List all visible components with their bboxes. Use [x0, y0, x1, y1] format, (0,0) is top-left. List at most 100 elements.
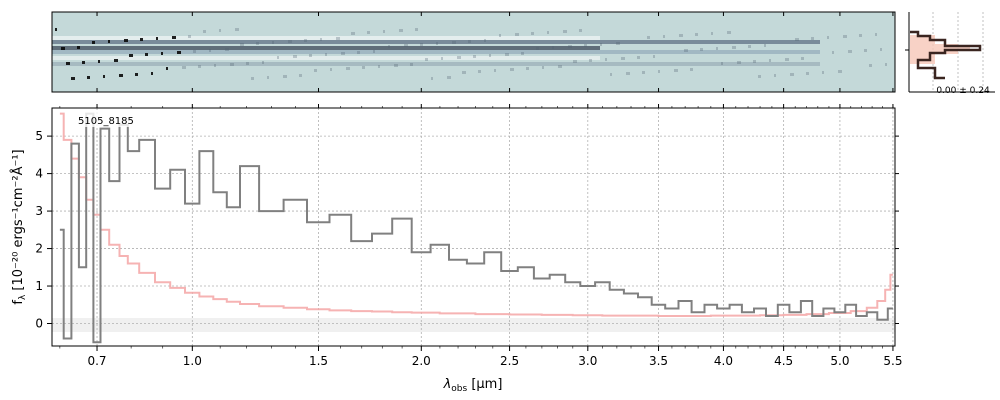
spectrum-2d-pixel: [103, 75, 105, 78]
spectrum-2d-band: [52, 36, 600, 40]
spectrum-2d-pixel: [193, 50, 196, 53]
spectrum-2d-pixel: [806, 72, 809, 75]
spectrum-2d-pixel: [251, 77, 254, 80]
x-tick-label: 2.5: [500, 354, 519, 368]
spectrum-2d-pixel: [214, 64, 216, 67]
spectrum-2d-pixel: [785, 58, 789, 61]
zero-band: [52, 318, 895, 332]
spectrum-2d-pixel: [267, 76, 269, 79]
x-tick-label: 1.5: [309, 354, 328, 368]
series-error-line: [59, 112, 893, 317]
spectrum-2d-pixel: [769, 59, 771, 62]
x-tick-label: 4.0: [714, 354, 733, 368]
spectrum-2d-pixel: [108, 40, 110, 43]
x-axis-label-main: λ: [443, 377, 452, 392]
spectrum-2d-pixel: [145, 53, 148, 56]
x-tick-label: 3.0: [578, 354, 597, 368]
x-tick-label: 2.0: [412, 354, 431, 368]
spectrum-2d-pixel: [447, 76, 451, 79]
spectrum-2d-pixel: [473, 55, 476, 58]
spectrum-2d-pixel: [674, 69, 678, 72]
spectrum-2d-band: [52, 40, 820, 44]
spectrum-2d-pixel: [621, 57, 625, 60]
y-axis-label-main: f: [11, 300, 26, 305]
spectrum-2d-pixel: [732, 46, 736, 49]
y-axis-label: fλ [10⁻²⁰ ergs⁻¹cm⁻²Å⁻¹]: [10, 149, 28, 304]
spectrum-2d-pixel: [753, 60, 756, 63]
spectrum-2d-pixel: [880, 48, 882, 51]
spectrum-2d-pixel: [166, 67, 168, 70]
spectrum-2d-pixel: [240, 43, 244, 46]
spectrum-2d-pixel: [610, 73, 612, 76]
spectrum-2d-background: [52, 12, 895, 92]
spectrum-2d-pixel: [764, 44, 766, 47]
spectrum-2d-pixel: [658, 70, 660, 73]
spectrum-2d-pixel: [721, 62, 723, 65]
grid-lines: [52, 108, 895, 346]
spectrum-2d-pixel: [346, 67, 350, 70]
spectrum-2d-pixel: [415, 28, 418, 31]
spectrum-2d-pixel: [388, 45, 390, 48]
spectrum-2d-pixel: [277, 56, 279, 59]
spectrum-2d-pixel: [177, 51, 181, 54]
spectrum-2d-pixel: [230, 63, 234, 66]
spectrum-2d-pixel: [156, 37, 158, 40]
histogram-fill: [910, 35, 970, 64]
spectrum-2d-pixel: [700, 48, 703, 51]
spectrum-2d-pixel: [478, 70, 481, 73]
spectrum-2d-pixel: [182, 66, 186, 69]
spectrum-2d-pixel: [92, 41, 95, 44]
spectrum-2d-pixel: [885, 63, 887, 66]
spectrum-2d-pixel: [679, 34, 683, 37]
spectrum-2d-pixel: [832, 51, 834, 54]
spectrum-2d-panel: [51, 11, 896, 93]
spectrum-2d-pixel: [425, 58, 428, 61]
spectrum-2d-pixel: [600, 43, 602, 46]
spectrum-2d-pixel: [547, 31, 549, 34]
x-axis: 0.7 1.0 1.5 2.0 2.5 3.0 3.5 4.0 4.5 5.0 5.5: [59, 104, 902, 368]
spectrum-2d-pixel: [737, 61, 741, 64]
spectrum-2d-pixel: [61, 47, 65, 50]
spectrum-2d-pixel: [362, 66, 365, 69]
spectrum-2d-pixel: [573, 60, 577, 63]
x-axis-label-sub: obs: [451, 384, 467, 394]
spectrum-2d-pixel: [552, 46, 554, 49]
spectrum-2d-pixel: [542, 66, 544, 69]
spectrum-2d-pixel: [795, 38, 799, 41]
spectrum-2d-pixel: [288, 40, 292, 43]
object-label: 5105_8185: [78, 116, 134, 127]
y-axis-label-sub: λ: [18, 294, 28, 300]
spectrum-2d-pixel: [320, 38, 322, 41]
spectrum-2d-pixel: [684, 49, 688, 52]
spectrum-2d-pixel: [584, 44, 587, 47]
x-tick-label: 0.7: [87, 354, 106, 368]
spectrum-2d-pixel: [642, 71, 645, 74]
spectrum-2d-pixel: [209, 49, 211, 52]
x-tick-label: 3.5: [649, 354, 668, 368]
spectrum-2d-pixel: [351, 32, 355, 35]
spectrum-2d-pixel: [468, 40, 471, 43]
spectrum-2d-pixel: [436, 42, 438, 45]
spectrum-2d-pixel: [151, 72, 153, 75]
spectrum-2d-pixel: [505, 53, 509, 56]
spectrum-2d-pixel: [420, 43, 423, 46]
spectrum-2d-pixel: [711, 32, 713, 35]
spectrum-2d-pixel: [558, 65, 562, 68]
y-tick-label: 2: [35, 242, 43, 256]
spectrum-2d-pixel: [563, 30, 567, 33]
spectrum-2d-pixel: [695, 33, 698, 36]
spectrum-2d-pixel: [383, 30, 385, 33]
x-tick-label: 1.0: [183, 354, 202, 368]
spectrum-2d-pixel: [526, 67, 529, 70]
y-tick-label: 4: [35, 167, 43, 181]
spectrum-2d-pixel: [225, 48, 229, 51]
spectrum-2d-pixel: [589, 59, 592, 62]
spectrum-2d-pixel: [135, 73, 138, 76]
x-axis-label: λobs [μm]: [443, 377, 503, 394]
spectrum-2d-pixel: [272, 41, 274, 44]
spectrum-2d-pixel: [462, 71, 466, 74]
series-flux-line: [59, 112, 893, 344]
spectrum-2d-pixel: [494, 69, 496, 72]
x-tick-label: 5.0: [830, 354, 849, 368]
spectrum-2d-pixel: [219, 29, 221, 32]
